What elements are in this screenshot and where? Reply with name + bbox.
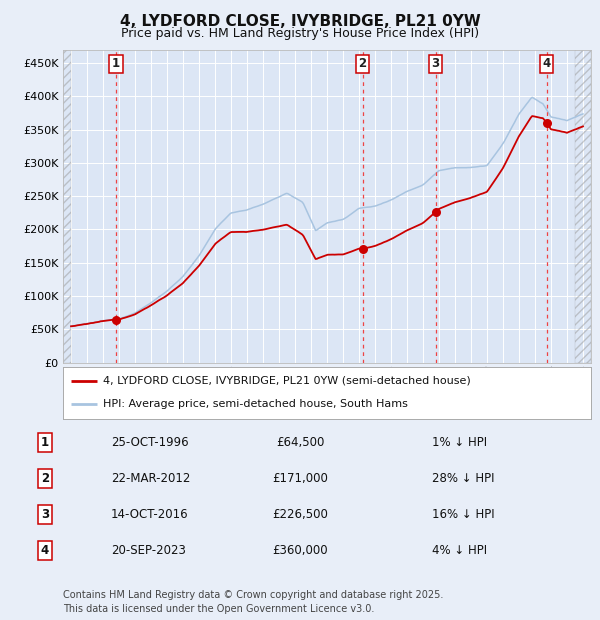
Text: £64,500: £64,500 xyxy=(276,436,324,449)
Text: 14-OCT-2016: 14-OCT-2016 xyxy=(111,508,188,521)
Text: 20-SEP-2023: 20-SEP-2023 xyxy=(111,544,186,557)
Text: 1: 1 xyxy=(41,436,49,449)
Text: Price paid vs. HM Land Registry's House Price Index (HPI): Price paid vs. HM Land Registry's House … xyxy=(121,27,479,40)
Text: 25-OCT-1996: 25-OCT-1996 xyxy=(111,436,188,449)
Text: £360,000: £360,000 xyxy=(272,544,328,557)
Text: 16% ↓ HPI: 16% ↓ HPI xyxy=(432,508,494,521)
Text: £226,500: £226,500 xyxy=(272,508,328,521)
Text: 4% ↓ HPI: 4% ↓ HPI xyxy=(432,544,487,557)
Text: 2: 2 xyxy=(359,58,367,71)
Text: 4: 4 xyxy=(41,544,49,557)
Text: £171,000: £171,000 xyxy=(272,472,328,485)
Text: 4: 4 xyxy=(542,58,551,71)
Text: 3: 3 xyxy=(41,508,49,521)
Text: 28% ↓ HPI: 28% ↓ HPI xyxy=(432,472,494,485)
Text: 1: 1 xyxy=(112,58,120,71)
Text: Contains HM Land Registry data © Crown copyright and database right 2025.
This d: Contains HM Land Registry data © Crown c… xyxy=(63,590,443,614)
Text: 2: 2 xyxy=(41,472,49,485)
Text: HPI: Average price, semi-detached house, South Hams: HPI: Average price, semi-detached house,… xyxy=(103,399,407,409)
Text: 3: 3 xyxy=(431,58,440,71)
Text: 1% ↓ HPI: 1% ↓ HPI xyxy=(432,436,487,449)
Text: 22-MAR-2012: 22-MAR-2012 xyxy=(111,472,190,485)
Text: 4, LYDFORD CLOSE, IVYBRIDGE, PL21 0YW: 4, LYDFORD CLOSE, IVYBRIDGE, PL21 0YW xyxy=(119,14,481,29)
Text: 4, LYDFORD CLOSE, IVYBRIDGE, PL21 0YW (semi-detached house): 4, LYDFORD CLOSE, IVYBRIDGE, PL21 0YW (s… xyxy=(103,376,470,386)
